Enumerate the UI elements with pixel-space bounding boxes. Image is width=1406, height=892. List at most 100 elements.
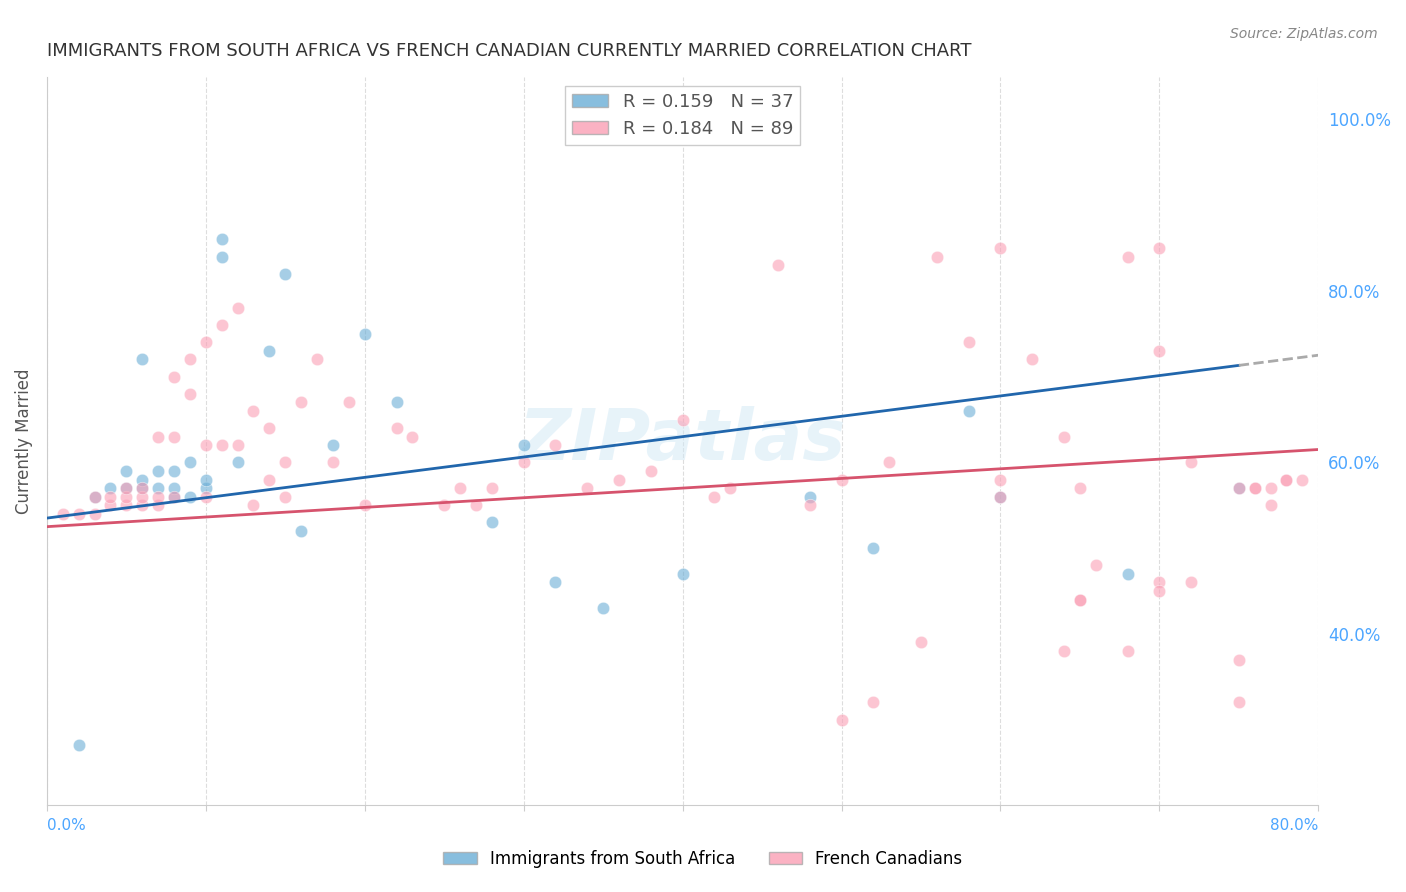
Point (131, 481, 153, 495)
Text: 80.0%: 80.0% (1270, 818, 1319, 833)
Y-axis label: Currently Married: Currently Married (15, 368, 32, 514)
Point (163, 430, 186, 444)
Point (1180, 575, 1202, 590)
Point (163, 490, 186, 504)
Point (990, 490, 1012, 504)
Point (146, 481, 169, 495)
Text: Source: ZipAtlas.com: Source: ZipAtlas.com (1230, 27, 1378, 41)
Point (322, 455, 344, 469)
Point (831, 713, 853, 727)
Point (163, 481, 186, 495)
Point (799, 498, 821, 512)
Point (83, 507, 105, 521)
Point (100, 498, 122, 512)
Point (194, 335, 217, 350)
Point (115, 481, 138, 495)
Point (718, 481, 741, 495)
Point (910, 635, 932, 649)
Point (211, 318, 233, 333)
Point (401, 430, 423, 444)
Point (179, 490, 201, 504)
Point (131, 498, 153, 512)
Point (1149, 241, 1171, 255)
Point (990, 490, 1012, 504)
Point (640, 464, 662, 478)
Point (290, 395, 312, 409)
Text: 0.0%: 0.0% (46, 818, 86, 833)
Point (226, 455, 249, 469)
Point (544, 438, 567, 452)
Point (353, 498, 375, 512)
Point (385, 395, 408, 409)
Point (179, 352, 201, 367)
Point (990, 241, 1012, 255)
Point (226, 301, 249, 315)
Point (1243, 481, 1265, 495)
Point (179, 455, 201, 469)
Point (211, 232, 233, 246)
Point (1084, 558, 1107, 573)
Point (259, 343, 281, 358)
Point (83, 490, 105, 504)
Point (52, 507, 75, 521)
Point (146, 490, 169, 504)
Point (259, 421, 281, 435)
Point (1260, 481, 1282, 495)
Point (179, 386, 201, 401)
Point (131, 481, 153, 495)
Point (385, 421, 408, 435)
Point (226, 438, 249, 452)
Point (115, 490, 138, 504)
Point (671, 566, 693, 581)
Point (1227, 481, 1250, 495)
Point (576, 481, 599, 495)
Point (1149, 584, 1171, 599)
Point (1291, 473, 1313, 487)
Point (194, 490, 217, 504)
Point (115, 464, 138, 478)
Point (1069, 592, 1091, 607)
Point (242, 498, 264, 512)
Point (671, 412, 693, 426)
Point (274, 267, 297, 281)
Point (1149, 575, 1171, 590)
Point (194, 473, 217, 487)
Point (1227, 695, 1250, 709)
Point (337, 395, 360, 409)
Point (607, 473, 630, 487)
Point (481, 481, 503, 495)
Point (274, 455, 297, 469)
Point (1053, 430, 1076, 444)
Point (1275, 473, 1298, 487)
Point (465, 498, 488, 512)
Point (131, 473, 153, 487)
Text: IMMIGRANTS FROM SOUTH AFRICA VS FRENCH CANADIAN CURRENTLY MARRIED CORRELATION CH: IMMIGRANTS FROM SOUTH AFRICA VS FRENCH C… (46, 42, 972, 60)
Point (67, 507, 90, 521)
Point (1243, 481, 1265, 495)
Point (862, 541, 884, 555)
Point (1069, 592, 1091, 607)
Point (322, 438, 344, 452)
Point (703, 490, 725, 504)
Point (1116, 566, 1139, 581)
Point (512, 455, 534, 469)
Point (544, 575, 567, 590)
Point (592, 601, 614, 615)
Point (449, 481, 471, 495)
Point (990, 473, 1012, 487)
Point (799, 490, 821, 504)
Point (194, 481, 217, 495)
Point (1021, 352, 1043, 367)
Point (1116, 644, 1139, 658)
Point (146, 430, 169, 444)
Point (290, 524, 312, 538)
Point (1260, 498, 1282, 512)
Point (163, 464, 186, 478)
Point (957, 335, 980, 350)
Point (862, 695, 884, 709)
Point (100, 481, 122, 495)
Point (766, 258, 789, 272)
Point (512, 438, 534, 452)
Point (146, 464, 169, 478)
Point (1069, 481, 1091, 495)
